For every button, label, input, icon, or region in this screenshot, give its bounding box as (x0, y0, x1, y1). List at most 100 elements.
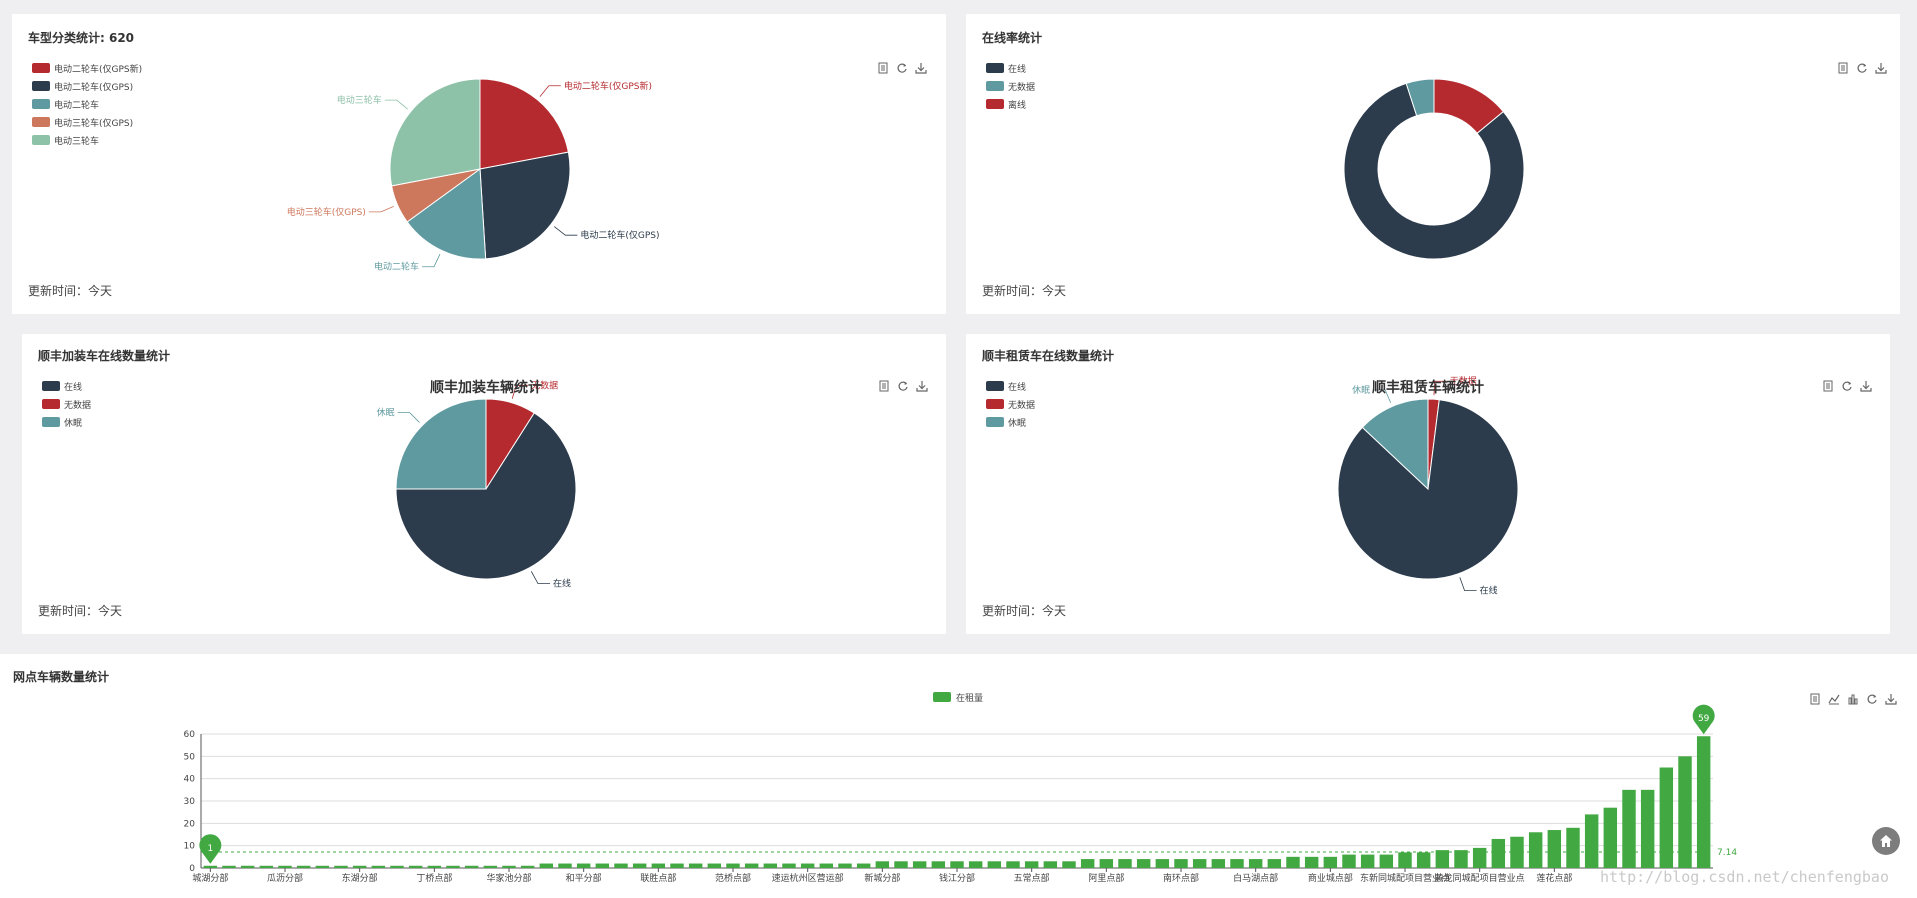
bar[interactable] (1640, 789, 1655, 868)
bar[interactable] (800, 863, 815, 868)
pie-slice[interactable] (479, 151, 571, 260)
legend-item[interactable]: 无数据 (986, 77, 1035, 95)
legend-swatch[interactable] (933, 692, 951, 702)
bar[interactable] (1547, 830, 1562, 868)
min-mark-point[interactable] (199, 834, 222, 864)
legend-item[interactable]: 电动三轮车(仅GPS) (32, 113, 142, 131)
bar[interactable] (1211, 859, 1226, 868)
bar[interactable] (1416, 852, 1431, 868)
bar[interactable] (614, 863, 628, 868)
pie-slice[interactable] (1343, 82, 1525, 260)
bar[interactable] (390, 865, 404, 868)
bar-chart-icon[interactable] (1846, 692, 1859, 705)
legend-item[interactable]: 休眠 (986, 413, 1035, 431)
refresh-icon[interactable] (895, 61, 908, 74)
bar[interactable] (1528, 832, 1543, 868)
pie-slice[interactable] (406, 168, 487, 260)
legend-item[interactable]: 电动三轮车 (32, 131, 142, 149)
bar[interactable] (912, 861, 927, 868)
bar[interactable] (1566, 827, 1580, 868)
data-view-icon[interactable] (876, 61, 889, 74)
bar[interactable] (1155, 859, 1170, 868)
legend-item[interactable]: 在线 (986, 377, 1035, 395)
bar[interactable] (763, 863, 778, 868)
bar[interactable] (1230, 859, 1244, 868)
download-icon[interactable] (1874, 61, 1887, 74)
bar[interactable] (240, 865, 255, 868)
legend-item[interactable]: 电动二轮车(仅GPS) (32, 77, 142, 95)
legend-item[interactable]: 离线 (986, 95, 1035, 113)
bar[interactable] (1267, 859, 1282, 868)
bar[interactable] (1080, 859, 1095, 868)
bar[interactable] (1435, 850, 1450, 868)
refresh-icon[interactable] (1855, 61, 1868, 74)
bar[interactable] (819, 863, 834, 868)
data-view-icon[interactable] (877, 379, 890, 392)
bar[interactable] (1472, 847, 1487, 868)
bar[interactable] (1454, 850, 1468, 868)
pie-slice[interactable] (395, 412, 577, 580)
refresh-icon[interactable] (1865, 692, 1878, 705)
legend-item[interactable]: 休眠 (42, 413, 91, 431)
bar[interactable] (726, 863, 740, 868)
bar[interactable] (464, 865, 479, 868)
bar[interactable] (1024, 861, 1039, 868)
bar[interactable] (1248, 859, 1263, 868)
bar[interactable] (838, 863, 852, 868)
bar[interactable] (408, 865, 423, 868)
legend-item[interactable]: 在线 (986, 59, 1035, 77)
bar[interactable] (744, 863, 759, 868)
bar[interactable] (1398, 852, 1412, 868)
max-mark-point[interactable] (1692, 704, 1715, 735)
bar[interactable] (894, 861, 908, 868)
line-chart-icon[interactable] (1827, 692, 1840, 705)
bar[interactable] (483, 865, 498, 868)
bar[interactable] (502, 865, 516, 868)
bar[interactable] (1174, 859, 1188, 868)
bar[interactable] (296, 865, 311, 868)
bar[interactable] (1342, 854, 1356, 868)
bar[interactable] (1659, 767, 1674, 869)
bar[interactable] (595, 863, 610, 868)
bar[interactable] (1584, 814, 1599, 868)
pie-slice[interactable] (1405, 78, 1435, 117)
refresh-icon[interactable] (1840, 379, 1853, 392)
bar[interactable] (1360, 854, 1375, 868)
legend-item[interactable]: 无数据 (986, 395, 1035, 413)
refresh-icon[interactable] (896, 379, 909, 392)
legend-item[interactable]: 无数据 (42, 395, 91, 413)
bar[interactable] (670, 863, 684, 868)
bar[interactable] (987, 861, 1002, 868)
data-view-icon[interactable] (1808, 692, 1821, 705)
bar[interactable] (539, 863, 554, 868)
bar[interactable] (1304, 856, 1319, 868)
bar[interactable] (707, 863, 722, 868)
bar[interactable] (651, 863, 666, 868)
pie-slice[interactable] (1361, 398, 1429, 491)
bar[interactable] (1136, 859, 1151, 868)
bar[interactable] (446, 865, 460, 868)
bar[interactable] (315, 865, 330, 868)
bar[interactable] (1043, 861, 1058, 868)
legend-item[interactable]: 在线 (42, 377, 91, 395)
download-icon[interactable] (1884, 692, 1897, 705)
pie-slice[interactable] (395, 398, 487, 490)
bar[interactable] (1696, 736, 1711, 868)
bar[interactable] (1062, 861, 1076, 868)
bar[interactable] (1323, 856, 1338, 868)
bar[interactable] (1118, 859, 1132, 868)
bar[interactable] (558, 863, 572, 868)
bar[interactable] (222, 865, 236, 868)
pie-slice[interactable] (479, 78, 569, 170)
bar[interactable] (931, 861, 946, 868)
bar[interactable] (1491, 838, 1506, 868)
bar[interactable] (1286, 856, 1300, 868)
bar[interactable] (1678, 756, 1692, 868)
bar[interactable] (520, 865, 535, 868)
bar[interactable] (856, 863, 871, 868)
bar[interactable] (875, 861, 890, 868)
bar[interactable] (278, 865, 292, 868)
bar[interactable] (632, 863, 647, 868)
bar[interactable] (352, 865, 367, 868)
bar[interactable] (1622, 789, 1636, 868)
